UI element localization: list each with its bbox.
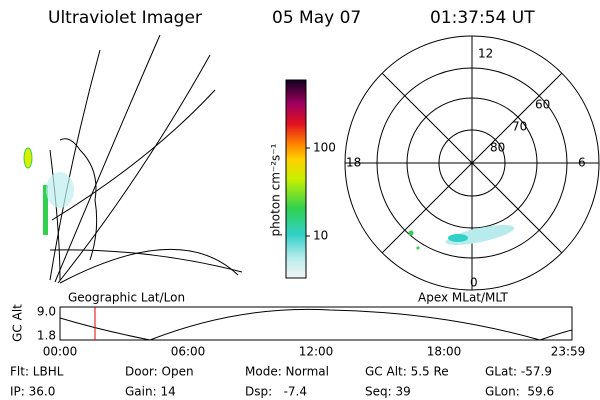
footer: Flt: LBHL Door: Open Mode: Normal GC Alt: 5… bbox=[10, 365, 554, 399]
footer-field: Gain: 14 bbox=[125, 385, 176, 399]
x-tick-label: 12:00 bbox=[299, 345, 334, 359]
mlat-label: 70 bbox=[512, 120, 527, 134]
time: 01:37:54 UT bbox=[430, 8, 535, 28]
title: Ultraviolet Imager bbox=[48, 8, 202, 28]
footer-field: Flt: LBHL bbox=[10, 365, 64, 379]
mlt-label: 0 bbox=[470, 276, 478, 290]
colorbar-tick-label: 10 bbox=[313, 229, 328, 243]
mlt-label: 6 bbox=[578, 156, 586, 170]
panel-label: Apex MLat/MLT bbox=[418, 291, 508, 305]
footer-field: Door: Open bbox=[125, 365, 194, 379]
colorbar bbox=[285, 79, 307, 279]
x-tick-label: 06:00 bbox=[171, 345, 206, 359]
mlt-label: 12 bbox=[478, 47, 493, 61]
panel-label: Geographic Lat/Lon bbox=[68, 291, 185, 305]
footer-field: GLon: 59.6 bbox=[485, 385, 554, 399]
mlt-label: 18 bbox=[346, 156, 361, 170]
y-tick-label: 1.8 bbox=[37, 329, 56, 343]
geographic-map bbox=[23, 34, 243, 284]
date: 05 May 07 bbox=[272, 8, 361, 28]
y-tick-label: 9.0 bbox=[37, 305, 56, 319]
footer-field: Mode: Normal bbox=[245, 365, 329, 379]
y-axis-label: GC Alt bbox=[11, 304, 25, 342]
polar-plot bbox=[344, 35, 600, 291]
x-tick-label: 18:00 bbox=[427, 345, 462, 359]
footer-field: Dsp: -7.4 bbox=[245, 385, 307, 399]
mlat-label: 60 bbox=[535, 98, 550, 112]
footer-field: IP: 36.0 bbox=[10, 385, 55, 399]
footer-field: Seq: 39 bbox=[365, 385, 411, 399]
colorbar-tick-label: 100 bbox=[313, 141, 336, 155]
colorbar-label: photon cm⁻²s⁻¹ bbox=[269, 143, 283, 236]
mlat-label: 80 bbox=[490, 141, 505, 155]
footer-field: GLat: -57.9 bbox=[485, 365, 552, 379]
x-tick-label: 00:00 bbox=[43, 345, 78, 359]
altitude-plot bbox=[59, 306, 573, 341]
footer-field: GC Alt: 5.5 Re bbox=[365, 365, 449, 379]
x-tick-label: 23:59 bbox=[551, 345, 586, 359]
